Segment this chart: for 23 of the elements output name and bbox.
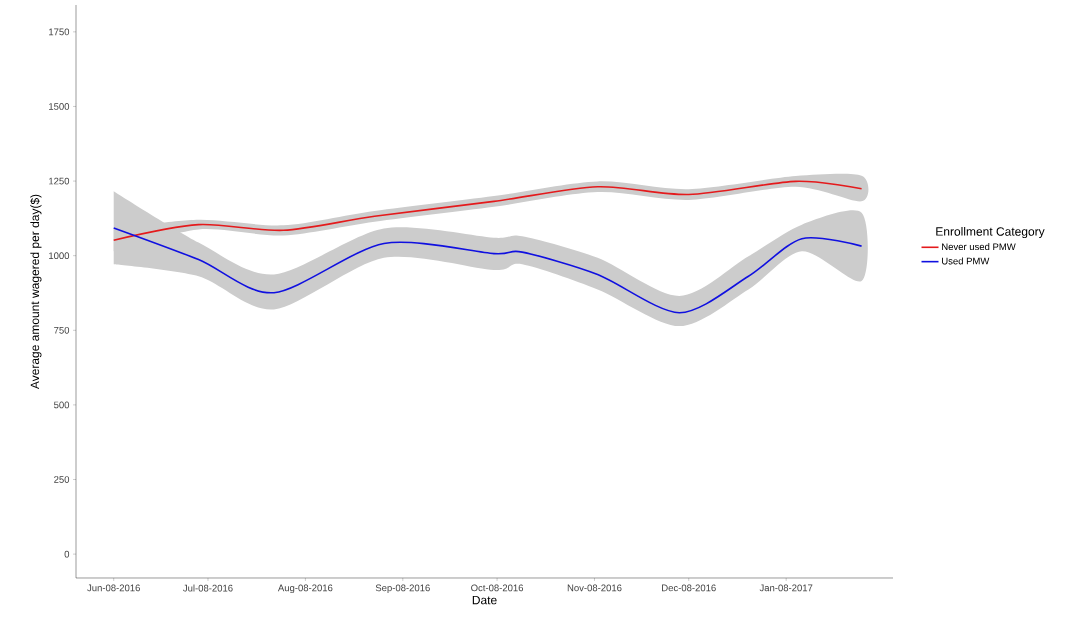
y-tick-label: 1750 [49,28,70,36]
y-tick-label: 750 [54,326,70,334]
y-tick-label: 1000 [49,252,70,260]
x-tick-label: Jul-08-2016 [183,584,233,592]
x-tick-label: Jun-08-2016 [87,584,140,592]
x-tick-label: Oct-08-2016 [471,584,524,592]
y-tick-label: 1250 [49,177,70,185]
line-series [112,227,863,314]
x-tick-label: Jan-08-2017 [759,584,813,592]
legend-label: Used PMW [942,257,990,265]
x-tick-label: Aug-08-2016 [277,584,333,594]
y-tick-label: 250 [54,476,70,483]
y-axis-title: Average amount wagered per day($) [30,194,42,390]
legend-title: Enrollment Category [936,226,1045,239]
legend-label: Never used PMW [942,243,1016,251]
x-tick-label: Nov-08-2016 [567,584,622,592]
line-series [112,180,863,241]
y-tick-label: 500 [54,401,70,409]
y-tick-label: 0 [64,550,70,558]
x-axis-title: Date [472,595,497,605]
x-tick-label: Dec-08-2016 [662,584,716,592]
y-tick-label: 1500 [49,103,70,110]
x-tick-label: Sep-08-2016 [375,584,430,594]
